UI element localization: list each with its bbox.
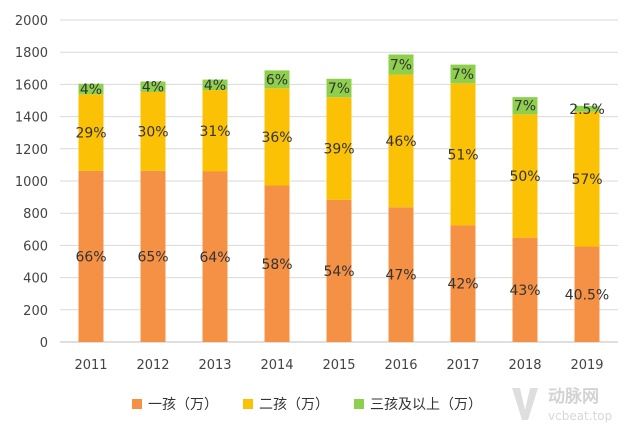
legend: 一孩（万） 二孩（万） 三孩及以上（万） (132, 397, 482, 413)
data-label: 51% (447, 147, 478, 163)
data-label: 64% (199, 250, 230, 266)
bar-segment (574, 111, 600, 247)
bar-segment (574, 105, 600, 112)
bar-segment (450, 225, 476, 342)
data-label: 4% (204, 78, 226, 94)
data-label: 31% (199, 124, 230, 140)
bar-segment (450, 64, 476, 84)
data-label: 4% (142, 80, 164, 96)
y-tick-label: 1000 (15, 175, 48, 190)
y-tick-label: 800 (23, 207, 48, 222)
bar-segment (512, 114, 538, 238)
y-axis: 0 200 400 600 800 1000 1200 1400 1600 1800 2000 (15, 14, 48, 351)
data-label: 47% (385, 268, 416, 284)
bar-segment (264, 88, 290, 186)
legend-swatch (243, 399, 253, 409)
y-tick-label: 2000 (15, 14, 48, 29)
x-tick-label: 2012 (136, 358, 169, 373)
bar-segment (140, 91, 166, 171)
bar-segment (202, 90, 228, 172)
data-label: 7% (390, 58, 412, 74)
y-tick-label: 1600 (15, 78, 48, 93)
bar-segment (202, 79, 228, 91)
data-label: 40.5% (565, 287, 609, 303)
bar-segment (140, 170, 166, 342)
x-tick-label: 2011 (74, 358, 107, 373)
x-tick-label: 2014 (260, 358, 293, 373)
data-label: 30% (137, 124, 168, 140)
data-label: 7% (514, 99, 536, 115)
bar-segment (326, 97, 352, 200)
data-label: 46% (385, 134, 416, 150)
bar-segment (450, 83, 476, 226)
data-label: 66% (75, 249, 106, 265)
data-label: 57% (571, 172, 602, 188)
bar-segment (78, 83, 104, 95)
bar-segment (78, 94, 104, 171)
bar-segment (574, 246, 600, 342)
watermark-site: vcbeat.top (548, 409, 612, 423)
watermark-logo-icon (512, 388, 538, 420)
bar-segment (512, 97, 538, 115)
y-tick-label: 600 (23, 239, 48, 254)
x-tick-label: 2013 (198, 358, 231, 373)
data-label: 2.5% (569, 102, 605, 118)
y-tick-label: 200 (23, 304, 48, 319)
bar-segment (326, 199, 352, 342)
data-label: 4% (80, 82, 102, 98)
data-label: 36% (261, 130, 292, 146)
y-tick-label: 400 (23, 272, 48, 287)
legend-label: 一孩（万） (148, 397, 218, 413)
bars: 66% 29% 4% 65% 30% 4% 64% 31% 4% 58% 36% 6% 54% 39% 7%… (75, 54, 609, 342)
y-tick-label: 1400 (15, 111, 48, 126)
x-tick-label: 2017 (446, 358, 479, 373)
bar-segment (202, 171, 228, 342)
data-label: 43% (509, 283, 540, 299)
bar-segment (264, 185, 290, 342)
data-label: 29% (75, 126, 106, 142)
legend-label: 三孩及以上（万） (370, 397, 482, 413)
data-label: 39% (323, 142, 354, 158)
bar-segment (388, 54, 414, 75)
data-label: 7% (452, 67, 474, 83)
data-label: 58% (261, 257, 292, 273)
bar-segment (140, 81, 166, 92)
data-label: 42% (447, 277, 478, 293)
legend-swatch (354, 399, 364, 409)
bar-segment (78, 170, 104, 342)
data-label: 6% (266, 72, 288, 88)
x-tick-label: 2019 (570, 358, 603, 373)
watermark-brand: 动脉网 (548, 386, 599, 407)
legend-swatch (132, 399, 142, 409)
legend-label: 二孩（万） (259, 397, 329, 413)
data-label: 54% (323, 264, 354, 280)
bar-segment (264, 70, 290, 89)
watermark: 动脉网 vcbeat.top (512, 386, 612, 423)
data-label: 50% (509, 169, 540, 185)
data-label: 7% (328, 81, 350, 97)
x-tick-label: 2018 (508, 358, 541, 373)
x-tick-label: 2016 (384, 358, 417, 373)
bar-segment (512, 237, 538, 342)
x-tick-label: 2015 (322, 358, 355, 373)
bar-segment (388, 207, 414, 342)
y-tick-label: 0 (40, 336, 48, 351)
data-label: 65% (137, 249, 168, 265)
bar-segment (388, 74, 414, 208)
y-tick-label: 1800 (15, 46, 48, 61)
x-axis: 2011 2012 2013 2014 2015 2016 2017 2018 2019 (74, 358, 603, 373)
y-tick-label: 1200 (15, 143, 48, 158)
bar-segment (326, 78, 352, 98)
